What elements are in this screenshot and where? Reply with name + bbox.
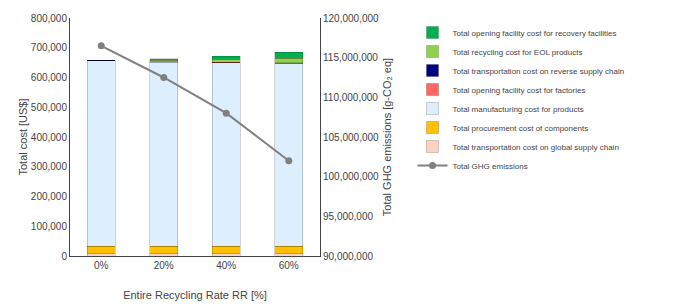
svg-text:500,000: 500,000 [31,102,68,113]
svg-text:800,000: 800,000 [31,13,68,24]
svg-text:Total cost [US$]: Total cost [US$] [17,98,29,175]
svg-text:60%: 60% [279,260,299,271]
svg-text:Entire Recycling Rate RR [%]: Entire Recycling Rate RR [%] [123,289,267,301]
svg-text:Total GHG emissions: Total GHG emissions [453,162,528,171]
svg-text:100,000: 100,000 [31,221,68,232]
svg-text:0%: 0% [94,260,109,271]
svg-text:120,000,000: 120,000,000 [323,13,379,24]
svg-text:700,000: 700,000 [31,42,68,53]
svg-text:110,000,000: 110,000,000 [323,92,378,103]
svg-text:Total transportation cost on r: Total transportation cost on reverse sup… [453,67,625,76]
svg-text:Total GHG emissions [g-CO₂ eq]: Total GHG emissions [g-CO₂ eq] [381,58,393,216]
svg-text:90,000,000: 90,000,000 [323,251,373,262]
svg-text:600,000: 600,000 [31,72,68,83]
svg-text:0: 0 [61,251,67,262]
svg-text:95,000,000: 95,000,000 [323,211,373,222]
svg-text:20%: 20% [154,260,174,271]
svg-text:Total transportation cost on g: Total transportation cost on global supp… [453,143,619,152]
svg-text:Total opening facility cost fo: Total opening facility cost for factorie… [453,86,586,95]
svg-text:115,000,000: 115,000,000 [323,52,378,63]
svg-text:300,000: 300,000 [31,161,68,172]
svg-text:Total manufacturing cost for p: Total manufacturing cost for products [453,105,584,114]
svg-text:400,000: 400,000 [31,132,68,143]
svg-text:Total recycling cost for EOL p: Total recycling cost for EOL products [453,48,583,57]
svg-text:105,000,000: 105,000,000 [323,132,379,143]
svg-text:200,000: 200,000 [31,191,68,202]
svg-text:Total procurement cost of comp: Total procurement cost of components [453,124,589,133]
svg-text:Total opening facility cost fo: Total opening facility cost for recovery… [453,29,617,38]
svg-text:40%: 40% [216,260,236,271]
svg-text:100,000,000: 100,000,000 [323,171,379,182]
